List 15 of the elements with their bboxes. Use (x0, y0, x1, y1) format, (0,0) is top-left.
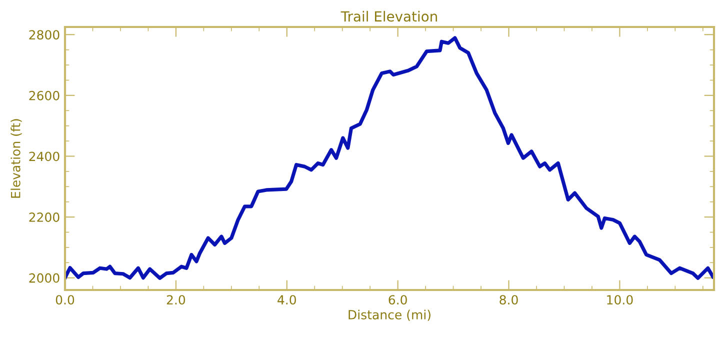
y-tick-label: 2600 (29, 90, 60, 100)
x-tick-label: 4.0 (278, 295, 296, 305)
x-tick-label: 8.0 (500, 295, 518, 305)
x-tick-label: 6.0 (388, 295, 407, 305)
x-axis-title: Distance (mi) (348, 310, 430, 321)
y-tick-label: 2800 (29, 30, 60, 40)
y-tick-label: 2200 (29, 212, 60, 222)
x-tick-label: 0.0 (56, 295, 74, 305)
line-series (65, 36, 714, 280)
y-tick-label: 2000 (29, 273, 60, 283)
y-axis-title: Elevation (ft) (10, 119, 22, 198)
x-tick-label: 10.0 (607, 295, 633, 305)
y-tick-label: 2400 (29, 152, 60, 162)
chart-title: Trail Elevation (340, 10, 437, 22)
x-tick-label: 2.0 (166, 295, 186, 305)
